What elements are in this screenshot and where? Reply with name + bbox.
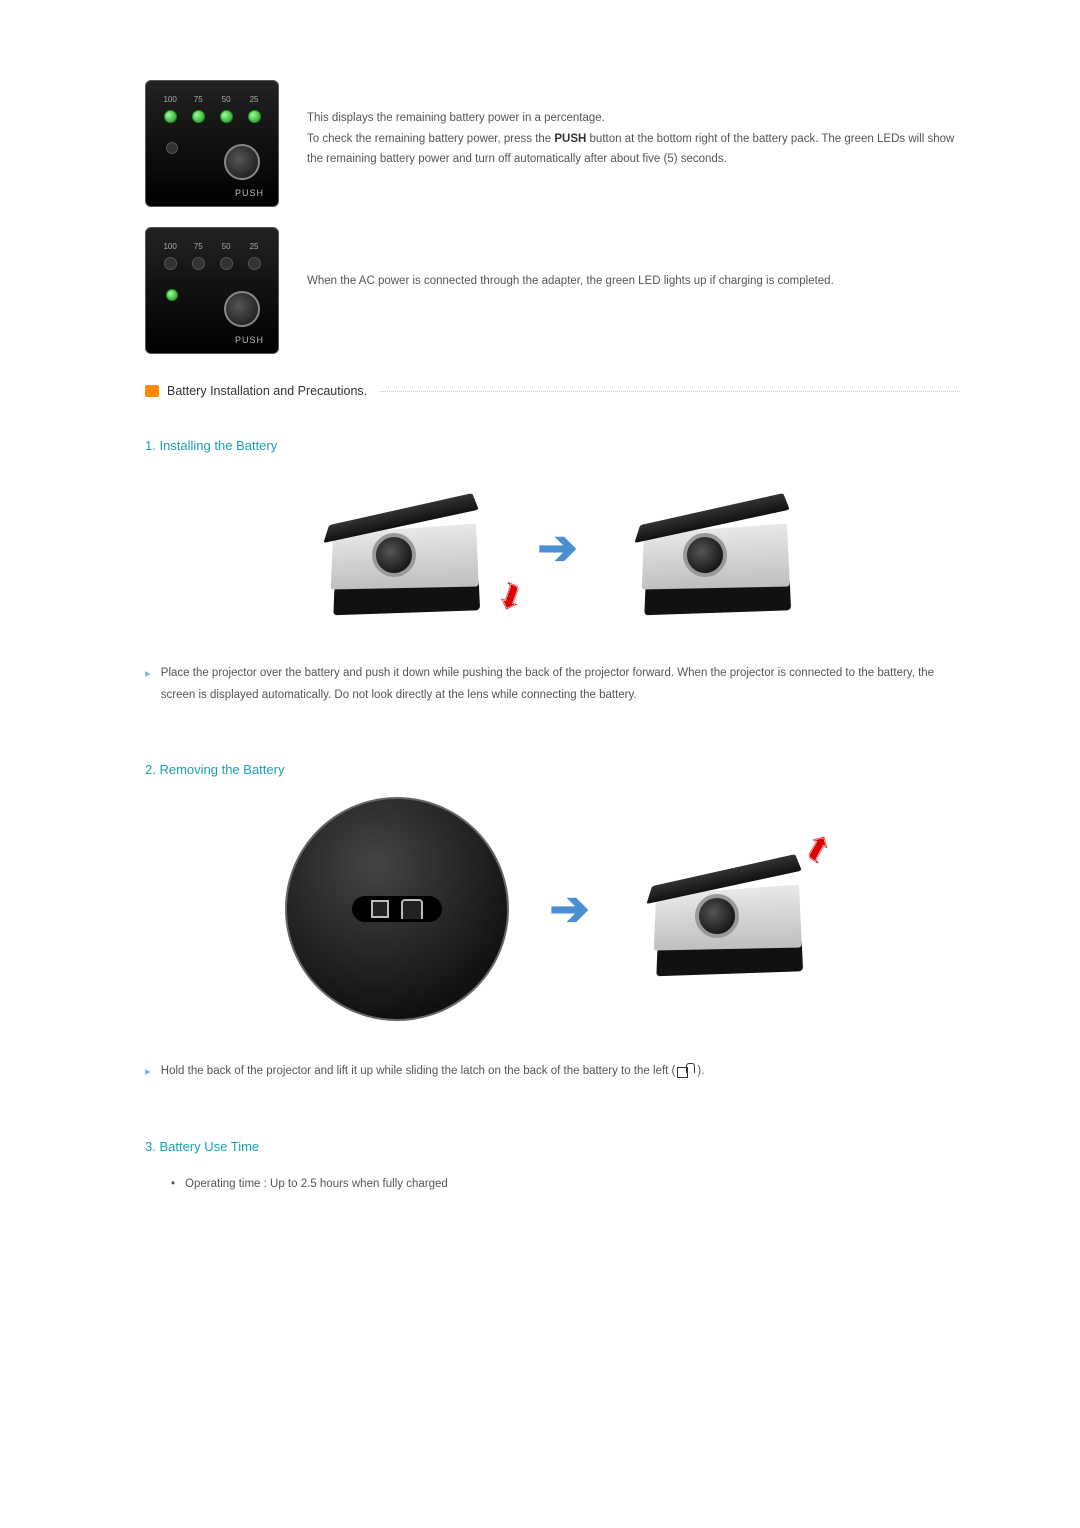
push-label: PUSH bbox=[235, 188, 264, 198]
charging-led-icon bbox=[166, 289, 178, 301]
led-label: 25 bbox=[248, 95, 261, 104]
battery-indicator-panel-1: 100 75 50 25 PUSH bbox=[145, 80, 279, 207]
led-label: 75 bbox=[192, 95, 205, 104]
arrow-right-icon: ➔ bbox=[537, 520, 567, 576]
led-label: 25 bbox=[248, 242, 261, 251]
section-title: Battery Installation and Precautions. bbox=[167, 384, 367, 398]
section-header-row: Battery Installation and Precautions. bbox=[145, 384, 960, 398]
led-50-icon bbox=[220, 110, 233, 123]
led-25-off-icon bbox=[248, 257, 261, 270]
indicator-description-2: When the AC power is connected through t… bbox=[307, 227, 834, 292]
section-bullet-icon bbox=[145, 385, 159, 397]
projector-after-icon bbox=[608, 473, 808, 623]
latch-inline-icon bbox=[677, 1064, 695, 1078]
removing-text-pre: Hold the back of the projector and lift … bbox=[161, 1065, 676, 1077]
installing-text-row: ▸ Place the projector over the battery a… bbox=[145, 663, 960, 707]
side-led-icon bbox=[166, 142, 178, 154]
usetime-text: Operating time : Up to 2.5 hours when fu… bbox=[185, 1174, 448, 1196]
divider bbox=[379, 391, 960, 392]
red-arrow-up-icon: ➦ bbox=[793, 825, 842, 870]
led-50-off-icon bbox=[220, 257, 233, 270]
usetime-row: • Operating time : Up to 2.5 hours when … bbox=[145, 1174, 960, 1196]
para2-text: When the AC power is connected through t… bbox=[307, 275, 834, 287]
arrow-bullet-icon: ▸ bbox=[145, 1062, 151, 1084]
para1-pre: To check the remaining battery power, pr… bbox=[307, 133, 554, 145]
dot-bullet-icon: • bbox=[171, 1174, 175, 1196]
installing-figure: ➦ ➔ bbox=[145, 473, 960, 623]
removing-figure: ➔ ➦ bbox=[145, 797, 960, 1021]
projector-lift-icon: ➦ bbox=[620, 834, 820, 984]
battery-indicator-row-1: 100 75 50 25 PUSH This displays the rema… bbox=[145, 80, 960, 207]
push-button-icon bbox=[224, 291, 260, 327]
arrow-bullet-icon: ▸ bbox=[145, 664, 151, 686]
push-label: PUSH bbox=[235, 335, 264, 345]
led-label: 100 bbox=[163, 242, 176, 251]
removing-text-row: ▸ Hold the back of the projector and lif… bbox=[145, 1061, 960, 1084]
subheading-installing: 1. Installing the Battery bbox=[145, 438, 960, 453]
unlock-icon bbox=[401, 899, 423, 919]
led-label: 75 bbox=[192, 242, 205, 251]
push-button-icon bbox=[224, 144, 260, 180]
latch-closeup-icon bbox=[285, 797, 509, 1021]
led-100-off-icon bbox=[164, 257, 177, 270]
installing-text: Place the projector over the battery and… bbox=[161, 663, 960, 707]
removing-text: Hold the back of the projector and lift … bbox=[161, 1061, 705, 1083]
lock-square-icon bbox=[371, 900, 389, 918]
red-arrow-down-icon: ➦ bbox=[487, 577, 534, 617]
led-100-icon bbox=[164, 110, 177, 123]
battery-indicator-row-2: 100 75 50 25 PUSH When the AC power is c… bbox=[145, 227, 960, 354]
battery-indicator-panel-2: 100 75 50 25 PUSH bbox=[145, 227, 279, 354]
push-bold: PUSH bbox=[554, 133, 586, 145]
led-75-off-icon bbox=[192, 257, 205, 270]
subheading-removing: 2. Removing the Battery bbox=[145, 762, 960, 777]
removing-text-post: ). bbox=[697, 1065, 704, 1077]
indicator-description-1: This displays the remaining battery powe… bbox=[307, 80, 960, 170]
arrow-right-icon: ➔ bbox=[549, 881, 579, 937]
projector-before-icon: ➦ bbox=[297, 473, 497, 623]
led-label: 50 bbox=[220, 242, 233, 251]
led-label: 100 bbox=[163, 95, 176, 104]
led-75-icon bbox=[192, 110, 205, 123]
para1-line1: This displays the remaining battery powe… bbox=[307, 112, 605, 124]
led-label: 50 bbox=[220, 95, 233, 104]
subheading-usetime: 3. Battery Use Time bbox=[145, 1139, 960, 1154]
led-25-icon bbox=[248, 110, 261, 123]
